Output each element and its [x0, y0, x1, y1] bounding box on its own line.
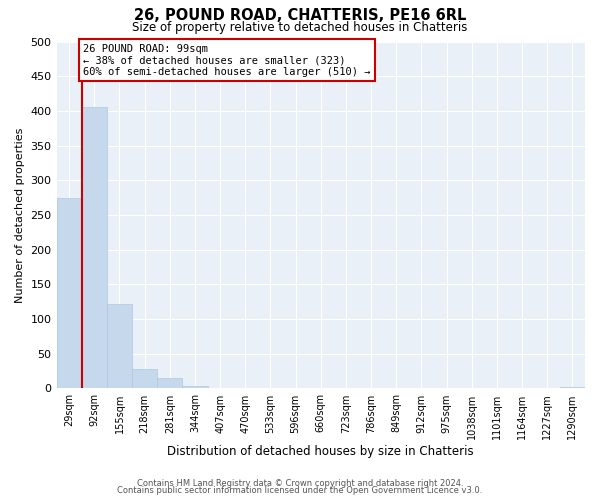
Bar [157, 378, 182, 388]
Bar [82, 108, 107, 388]
Bar [182, 386, 208, 388]
Text: 26 POUND ROAD: 99sqm
← 38% of detached houses are smaller (323)
60% of semi-deta: 26 POUND ROAD: 99sqm ← 38% of detached h… [83, 44, 370, 77]
Text: Size of property relative to detached houses in Chatteris: Size of property relative to detached ho… [133, 21, 467, 34]
Bar [132, 369, 157, 388]
Text: Contains public sector information licensed under the Open Government Licence v3: Contains public sector information licen… [118, 486, 482, 495]
X-axis label: Distribution of detached houses by size in Chatteris: Distribution of detached houses by size … [167, 444, 474, 458]
Bar [560, 387, 585, 388]
Text: Contains HM Land Registry data © Crown copyright and database right 2024.: Contains HM Land Registry data © Crown c… [137, 478, 463, 488]
Bar [107, 304, 132, 388]
Bar [56, 198, 82, 388]
Y-axis label: Number of detached properties: Number of detached properties [15, 128, 25, 302]
Text: 26, POUND ROAD, CHATTERIS, PE16 6RL: 26, POUND ROAD, CHATTERIS, PE16 6RL [134, 8, 466, 22]
